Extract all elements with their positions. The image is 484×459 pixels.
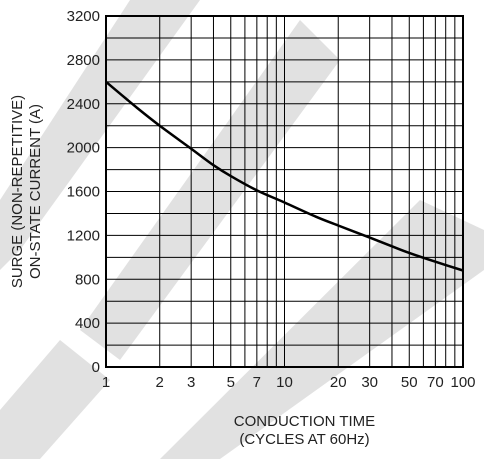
x-axis-title: CONDUCTION TIME(CYCLES AT 60Hz) (234, 413, 375, 448)
watermark-stroke-2 (80, 20, 340, 360)
x-tick-label: 20 (330, 374, 347, 391)
y-axis-title-line: SURGE (NON-REPETITIVE) (9, 95, 26, 288)
watermark-stroke-3 (160, 200, 484, 459)
watermark-stroke-1 (0, 0, 200, 270)
y-tick-label: 2800 (67, 52, 100, 69)
y-tick-label: 2400 (67, 96, 100, 113)
y-tick-label: 1600 (67, 184, 100, 201)
x-tick-label: 1 (102, 374, 110, 391)
surge-current-curve (105, 80, 464, 272)
plot-frame (105, 15, 464, 368)
x-tick-label: 70 (427, 374, 444, 391)
x-tick-label: 7 (253, 374, 261, 391)
y-axis-title-line: ON-STATE CURRENT (A) (27, 104, 44, 279)
y-tick-label: 0 (92, 359, 100, 376)
x-tick-labels: 1 2 3 5 7 10 20 30 50 70 100 (102, 374, 476, 391)
x-tick-label: 50 (401, 374, 418, 391)
gridlines (105, 15, 464, 368)
y-tick-label: 800 (75, 271, 100, 288)
plot-area (105, 80, 464, 272)
y-tick-label: 3200 (67, 8, 100, 25)
y-tick-label: 2000 (67, 140, 100, 157)
x-tick-label: 2 (156, 374, 164, 391)
x-tick-label: 30 (361, 374, 378, 391)
y-tick-labels: 0 400 800 1200 1600 2000 2400 2800 3200 (67, 8, 100, 376)
x-tick-label: 10 (276, 374, 293, 391)
watermark-stroke-4 (0, 340, 110, 459)
y-axis-title: SURGE (NON-REPETITIVE) ON-STATE CURRENT (… (9, 95, 44, 288)
x-axis-title-line: CONDUCTION TIME (234, 413, 375, 430)
y-tick-label: 1200 (67, 227, 100, 244)
x-tick-label: 3 (187, 374, 195, 391)
x-axis-title-line: (CYCLES AT 60Hz) (239, 431, 369, 448)
x-tick-label: 100 (450, 374, 475, 391)
y-tick-label: 400 (75, 315, 100, 332)
x-tick-label: 5 (227, 374, 235, 391)
